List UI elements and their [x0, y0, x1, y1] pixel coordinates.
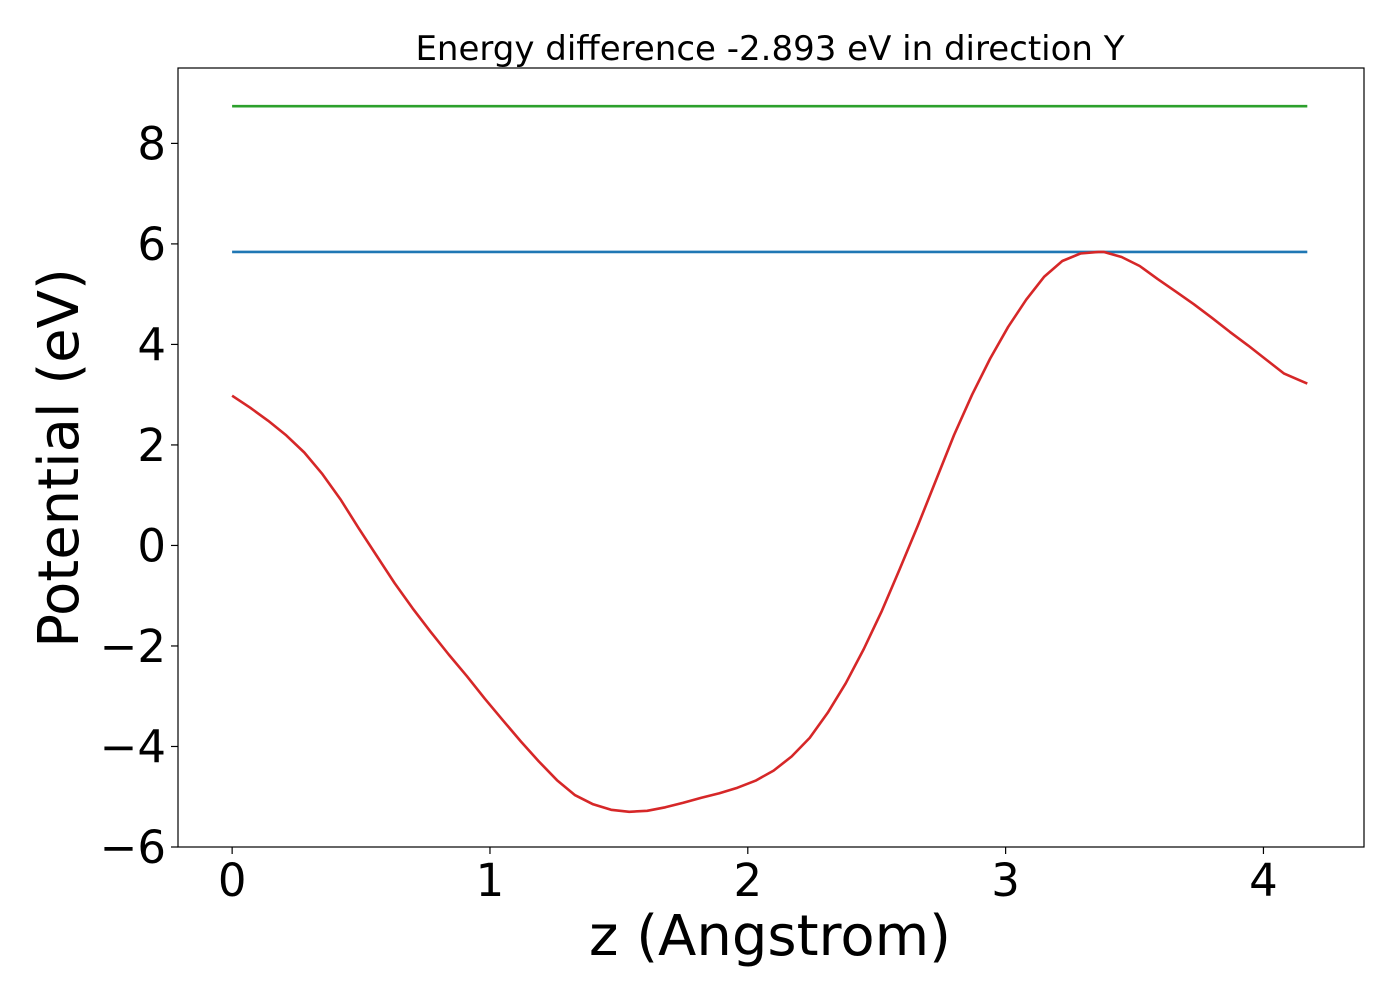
series-layer — [231, 104, 1308, 814]
x-axis-ticks: 0 1 2 3 4 — [218, 847, 1278, 907]
y-tick-label: 6 — [137, 218, 166, 271]
x-tick-label: 3 — [991, 854, 1020, 907]
y-tick-label: −2 — [100, 620, 166, 673]
y-tick-label: −6 — [100, 821, 166, 874]
y-tick-label: −4 — [100, 720, 166, 773]
x-tick-label: 2 — [733, 854, 762, 907]
y-axis-title: Potential (eV) — [27, 268, 92, 648]
x-tick-label: 0 — [218, 854, 247, 907]
chart-title: Energy difference -2.893 eV in direction… — [415, 29, 1124, 69]
x-axis-title: z (Angstrom) — [589, 904, 951, 969]
x-tick-label: 4 — [1249, 854, 1278, 907]
y-tick-label: 2 — [137, 419, 166, 472]
y-axis-ticks: −6 −4 −2 0 2 4 6 8 — [100, 117, 178, 874]
x-tick-label: 1 — [476, 854, 505, 907]
y-tick-label: 8 — [137, 117, 166, 170]
y-tick-label: 4 — [137, 318, 166, 371]
series-line-2 — [231, 250, 1308, 814]
y-tick-label: 0 — [137, 519, 166, 572]
plot-frame — [177, 67, 1365, 848]
